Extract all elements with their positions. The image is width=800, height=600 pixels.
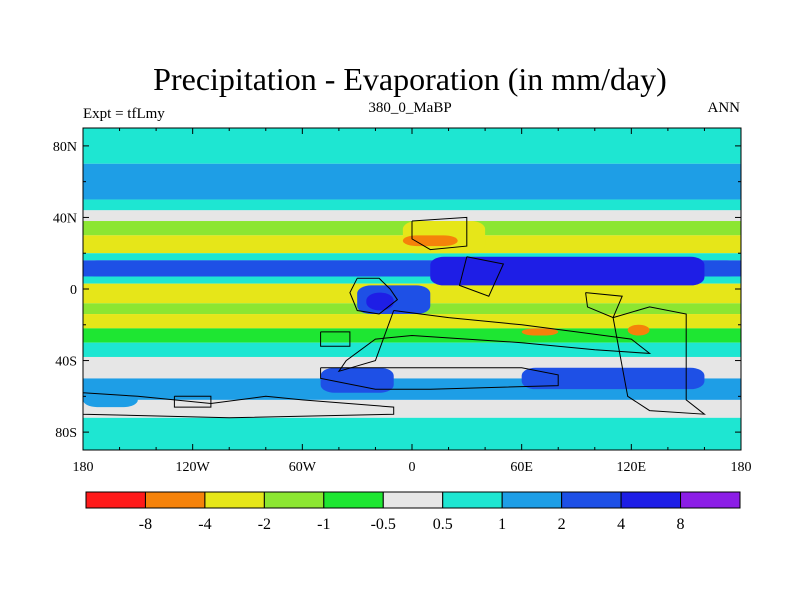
colorbar-swatch: [204, 491, 265, 509]
coastline: [349, 277, 399, 315]
field-feature: [521, 328, 559, 336]
field-feature: [366, 292, 394, 311]
field-band: [83, 163, 741, 200]
field-band: [83, 210, 741, 222]
colorbar-swatch: [620, 491, 682, 509]
colorbar-swatch: [323, 491, 384, 509]
y-tick-label: 80N: [53, 140, 77, 155]
colorbar-swatch: [144, 491, 206, 509]
colorbar-swatch: [263, 491, 325, 509]
x-tick-label: 60E: [510, 460, 533, 475]
field-feature: [627, 324, 650, 336]
colorbar-swatch: [442, 491, 503, 509]
colorbar-label: -4: [198, 516, 211, 533]
y-tick-label: 40N: [53, 211, 77, 226]
field-band: [83, 199, 741, 211]
field-band: [83, 342, 741, 357]
colorbar-label: -2: [258, 516, 271, 533]
coastline: [612, 306, 706, 415]
chart-subtitle: 380_0_MaBP: [368, 100, 451, 116]
colorbar: -8 -4 -2 -1 -0.5 0.5 1 2 4 8: [85, 491, 741, 533]
field-band: [83, 276, 741, 284]
field-feature: [521, 367, 705, 390]
x-tick-label: 180: [731, 460, 752, 475]
field-layer: [83, 128, 741, 450]
field-feature: [402, 235, 458, 247]
y-tick-label: 40S: [55, 355, 77, 370]
season-label: ANN: [708, 100, 741, 116]
y-tick-label: 0: [70, 283, 77, 298]
chart-title: Precipitation - Evaporation (in mm/day): [153, 61, 667, 97]
x-tick-label: 60W: [289, 460, 317, 475]
coastline: [173, 395, 212, 408]
coastline: [320, 367, 559, 390]
field-band: [83, 253, 741, 261]
field-feature: [83, 392, 138, 408]
colorbar-swatch: [85, 491, 146, 509]
x-tick-label: 0: [409, 460, 416, 475]
colorbar-label: -0.5: [371, 516, 396, 533]
field-feature: [320, 367, 394, 393]
colorbar-label: 1: [498, 516, 506, 533]
colorbar-label: 4: [617, 516, 625, 533]
colorbar-swatch: [501, 491, 563, 509]
y-tick-label: 80S: [55, 426, 77, 441]
colorbar-swatch: [382, 491, 444, 509]
colorbar-label: 2: [558, 516, 566, 533]
x-tick-label: 180: [73, 460, 94, 475]
coastline: [458, 256, 505, 297]
field-band: [83, 314, 741, 329]
experiment-label: Expt = tfLmy: [83, 106, 165, 122]
colorbar-label: 8: [677, 516, 685, 533]
coastline: [320, 331, 351, 347]
map-axes: 180 120W 60W 0 60E 120E 180 80N 40N 0 40S 80S: [53, 127, 752, 475]
colorbar-swatch: [680, 491, 741, 509]
colorbar-label: -8: [139, 516, 152, 533]
field-feature: [430, 256, 705, 286]
field-band: [83, 399, 741, 418]
coastline: [411, 216, 468, 251]
colorbar-label: -1: [317, 516, 330, 533]
map-plot: [83, 128, 741, 450]
colorbar-swatch: [561, 491, 622, 509]
x-tick-label: 120E: [617, 460, 647, 475]
x-tick-label: 120W: [176, 460, 211, 475]
colorbar-label: 0.5: [433, 516, 453, 533]
